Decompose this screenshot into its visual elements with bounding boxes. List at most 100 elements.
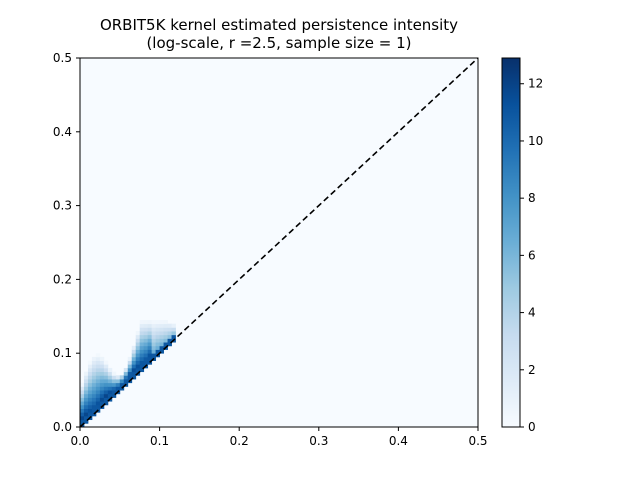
heatmap-cell (155, 323, 160, 328)
heatmap-cell (119, 382, 125, 387)
heatmap-cell (111, 375, 117, 380)
colorbar (502, 58, 520, 427)
heatmap-cell (159, 319, 164, 325)
heatmap-cell (95, 401, 101, 406)
heatmap-cell (147, 338, 153, 343)
heatmap-cell (95, 353, 101, 358)
heatmap-cell (135, 334, 141, 339)
heatmap-cell (135, 338, 141, 343)
heatmap-cell (95, 404, 101, 409)
heatmap-cell (103, 382, 109, 387)
heatmap-cell (83, 408, 89, 413)
heatmap-cell (135, 353, 141, 358)
heatmap-cell (167, 338, 172, 343)
heatmap-cell (131, 367, 137, 373)
heatmap-cell (87, 397, 93, 402)
heatmap-cell (103, 367, 109, 373)
heatmap-cell (83, 397, 89, 402)
heatmap-cell (87, 371, 93, 376)
x-tick-label: 0.3 (309, 434, 328, 448)
heatmap-cell (147, 353, 153, 358)
heatmap-cell (115, 382, 121, 387)
heatmap-cell (143, 338, 149, 343)
heatmap-cell (151, 342, 157, 347)
heatmap-cell (87, 386, 93, 391)
heatmap-cell (131, 360, 137, 365)
chart-title: ORBIT5K kernel estimated persistence int… (99, 16, 459, 34)
heatmap-cell (80, 412, 85, 417)
heatmap-cell (147, 349, 153, 354)
heatmap-cell (95, 393, 101, 398)
heatmap-cell (159, 345, 164, 350)
heatmap-cell (91, 364, 97, 369)
heatmap-cell (127, 375, 133, 380)
heatmap-cell (83, 390, 89, 395)
heatmap-cell (87, 412, 93, 417)
heatmap-cell (163, 327, 168, 332)
heatmap-cell (91, 356, 97, 361)
heatmap-cell (147, 334, 153, 339)
heatmap-cell (127, 356, 133, 361)
y-axis: 0.0 0.1 0.2 0.3 0.4 0.5 (53, 51, 80, 434)
heatmap-cell (99, 382, 105, 387)
heatmap-cell (107, 367, 113, 373)
diagonal-reference-line (79, 57, 479, 428)
heatmap-cell (80, 397, 85, 402)
heatmap-cell (111, 379, 117, 384)
heatmap-cell (171, 331, 176, 336)
colorbar-frame (501, 57, 521, 428)
y-tick-label: 0.4 (53, 125, 72, 139)
heatmap-cell (80, 404, 85, 409)
heatmap-cell (103, 393, 109, 398)
heatmap-cell (87, 393, 93, 398)
heatmap-cell (107, 379, 113, 384)
heatmap-cell (80, 408, 85, 413)
heatmap-cell (80, 419, 85, 424)
heatmap-cell (103, 371, 109, 376)
y-tick-label: 0.0 (53, 420, 72, 434)
heatmap-cell (135, 349, 141, 354)
heatmap-cell (99, 393, 105, 398)
heatmap-cell (143, 327, 149, 332)
y-tick-label: 0.2 (53, 272, 72, 286)
heatmap-cell (159, 323, 164, 328)
heatmap-cell (83, 404, 89, 409)
heatmap-cell (151, 353, 157, 358)
colorbar-tick-label: 2 (528, 363, 536, 377)
heatmap-cell (111, 382, 117, 387)
heatmap-cell (135, 331, 141, 336)
heatmap-cell (155, 342, 160, 347)
y-tick-label: 0.1 (53, 346, 72, 360)
heatmap-cell (139, 345, 145, 350)
heatmap-cell (103, 360, 109, 365)
heatmap-cell (143, 334, 149, 339)
heatmap-cell (87, 390, 93, 395)
heatmap-cell (139, 331, 145, 336)
heatmap-cell (95, 356, 101, 361)
heatmap-cell (151, 331, 157, 336)
heatmap-cell (147, 360, 153, 365)
heatmap-cell (123, 371, 129, 376)
heatmap-cell (115, 379, 121, 384)
heatmap-cell (115, 375, 121, 380)
heatmap-cell (131, 353, 137, 358)
x-tick-label: 0.5 (468, 434, 487, 448)
heatmap-cell (111, 386, 117, 391)
heatmap-cell (155, 338, 160, 343)
heatmap-cell (139, 356, 145, 361)
heatmap-cell (139, 342, 145, 347)
heatmap-cell (83, 371, 89, 376)
heatmap-cell (115, 386, 121, 391)
heatmap-cell (163, 334, 168, 339)
heatmap-cell (135, 364, 141, 369)
heatmap-cell (155, 345, 160, 350)
heatmap-cell (83, 412, 89, 417)
heatmap-cell (119, 375, 125, 380)
heatmap-cell (103, 379, 109, 384)
heatmap-cell (103, 386, 109, 391)
x-tick-label: 0.0 (70, 434, 89, 448)
heatmap-cell (87, 379, 93, 384)
heatmap-cell (159, 349, 164, 354)
heatmap-cell (99, 390, 105, 395)
